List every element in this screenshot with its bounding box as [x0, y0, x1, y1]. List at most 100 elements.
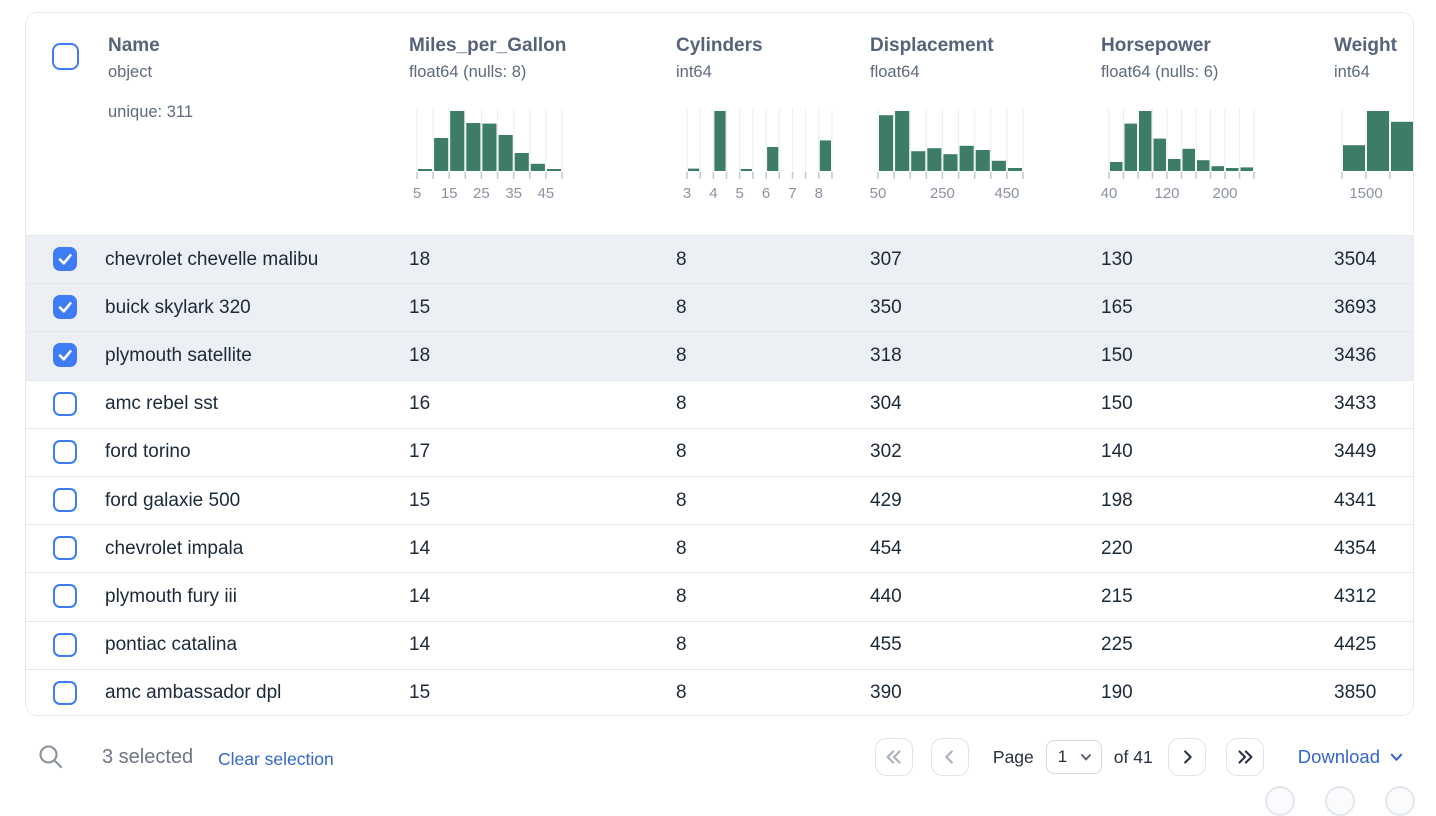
histogram-cylinders[interactable]: 3 4 5 6 7 8	[683, 109, 834, 202]
svg-text:5: 5	[736, 185, 744, 202]
cell: chevrolet chevelle malibu	[105, 248, 319, 270]
cell: 15	[409, 489, 431, 511]
download-label: Download	[1297, 746, 1380, 767]
cell: plymouth satellite	[105, 344, 252, 366]
cell: 14	[409, 585, 431, 607]
cell: 8	[676, 441, 687, 463]
floating-action-button[interactable]	[1265, 786, 1295, 816]
column-title: Miles_per_Gallon	[409, 35, 567, 56]
svg-text:250: 250	[930, 185, 955, 202]
svg-text:120: 120	[1154, 185, 1179, 202]
select-all-checkbox[interactable]	[52, 43, 79, 70]
cell: 220	[1101, 537, 1133, 559]
cell: plymouth fury iii	[105, 585, 237, 607]
column-unique-count: unique: 311	[108, 102, 194, 121]
column-title: Name	[108, 35, 160, 56]
page-total-label: of 41	[1113, 746, 1153, 767]
row-checkbox[interactable]	[53, 439, 77, 464]
cell: 440	[870, 585, 902, 607]
column-header-weight: Weight int64 15003500	[1334, 34, 1413, 202]
floating-action-button[interactable]	[1385, 786, 1415, 816]
histogram-weight[interactable]: 15003500	[1341, 109, 1413, 202]
last-page-button[interactable]	[1225, 738, 1264, 776]
cell: 4341	[1334, 489, 1377, 511]
cell: 8	[676, 585, 687, 607]
cell: 4354	[1334, 537, 1377, 559]
chevron-down-icon	[1080, 754, 1091, 761]
svg-text:25: 25	[473, 185, 490, 202]
table-row: ford torino 17 8 302 140 3449	[26, 427, 1413, 476]
column-type: object	[108, 62, 153, 81]
cell: 8	[676, 634, 687, 656]
table-row: amc rebel sst 16 8 304 150 3433	[26, 379, 1413, 428]
cell: 165	[1101, 296, 1133, 318]
svg-text:45: 45	[538, 185, 555, 202]
svg-text:6: 6	[762, 185, 770, 202]
cell: 3504	[1334, 248, 1377, 270]
cell: buick skylark 320	[105, 296, 251, 318]
floating-action-button[interactable]	[1325, 786, 1355, 816]
clear-selection-link[interactable]: Clear selection	[218, 749, 334, 769]
svg-text:50: 50	[870, 185, 887, 202]
row-checkbox[interactable]	[53, 343, 77, 368]
column-header-displacement: Displacement float64 50 250 450	[870, 34, 1024, 202]
cell: 3449	[1334, 441, 1377, 463]
download-button[interactable]: Download	[1298, 746, 1404, 768]
histogram-miles_per_gallon[interactable]: 5 15 25 35 45	[413, 109, 564, 202]
svg-text:450: 450	[994, 185, 1019, 202]
search-icon[interactable]	[38, 744, 64, 770]
cell: 302	[870, 441, 902, 463]
cell: 16	[409, 393, 431, 415]
row-checkbox[interactable]	[53, 632, 77, 657]
column-title: Displacement	[870, 35, 994, 56]
row-checkbox[interactable]	[53, 391, 77, 416]
check-icon	[58, 350, 72, 361]
column-title: Cylinders	[676, 35, 763, 56]
page-select[interactable]: 1	[1045, 740, 1102, 774]
row-checkbox[interactable]	[53, 584, 77, 609]
cell: 198	[1101, 489, 1133, 511]
svg-text:1500: 1500	[1349, 185, 1382, 202]
column-header-horsepower: Horsepower float64 (nulls: 6) 40 120 200	[1101, 34, 1255, 202]
cell: 454	[870, 537, 902, 559]
cell: 140	[1101, 441, 1133, 463]
page-label: Page	[992, 746, 1034, 767]
cell: 3433	[1334, 393, 1377, 415]
chevrons-left-icon	[886, 750, 901, 764]
row-checkbox[interactable]	[53, 295, 77, 320]
cell: 150	[1101, 393, 1133, 415]
cell: pontiac catalina	[105, 634, 238, 656]
cell: 15	[409, 682, 431, 704]
column-type: int64	[1334, 62, 1370, 81]
cell: 215	[1101, 585, 1133, 607]
cell: ford torino	[105, 441, 191, 463]
cell: 318	[870, 344, 902, 366]
histogram-horsepower[interactable]: 40 120 200	[1101, 109, 1256, 202]
first-page-button[interactable]	[874, 738, 913, 776]
histogram-displacement[interactable]: 50 250 450	[870, 109, 1025, 202]
cell: amc ambassador dpl	[105, 682, 282, 704]
svg-text:3: 3	[683, 185, 691, 202]
cell: 8	[676, 248, 687, 270]
row-checkbox[interactable]	[53, 247, 77, 271]
chevron-down-icon	[1390, 753, 1403, 761]
cell: 307	[870, 248, 902, 270]
table-row: plymouth fury iii 14 8 440 215 4312	[26, 572, 1413, 621]
column-header-miles_per_gallon: Miles_per_Gallon float64 (nulls: 8) 5 15 25 3…	[409, 34, 567, 202]
selected-count: 3 selected	[102, 746, 194, 768]
cell: 17	[409, 441, 431, 463]
table-row: chevrolet chevelle malibu 18 8 307 130 3504	[26, 235, 1413, 284]
row-checkbox[interactable]	[53, 487, 77, 512]
row-checkbox[interactable]	[53, 680, 77, 705]
row-checkbox[interactable]	[53, 536, 77, 561]
cell: 8	[676, 344, 687, 366]
table-row: buick skylark 320 15 8 350 165 3693	[26, 283, 1413, 332]
data-table-card: Name object unique: 311 Miles_per_Gallon flo…	[25, 12, 1414, 716]
cell: 130	[1101, 248, 1133, 270]
cell: 3436	[1334, 344, 1377, 366]
cell: 3693	[1334, 296, 1377, 318]
cell: 4312	[1334, 585, 1377, 607]
next-page-button[interactable]	[1167, 738, 1206, 776]
previous-page-button[interactable]	[930, 738, 969, 776]
table-row: pontiac catalina 14 8 455 225 4425	[26, 620, 1413, 669]
